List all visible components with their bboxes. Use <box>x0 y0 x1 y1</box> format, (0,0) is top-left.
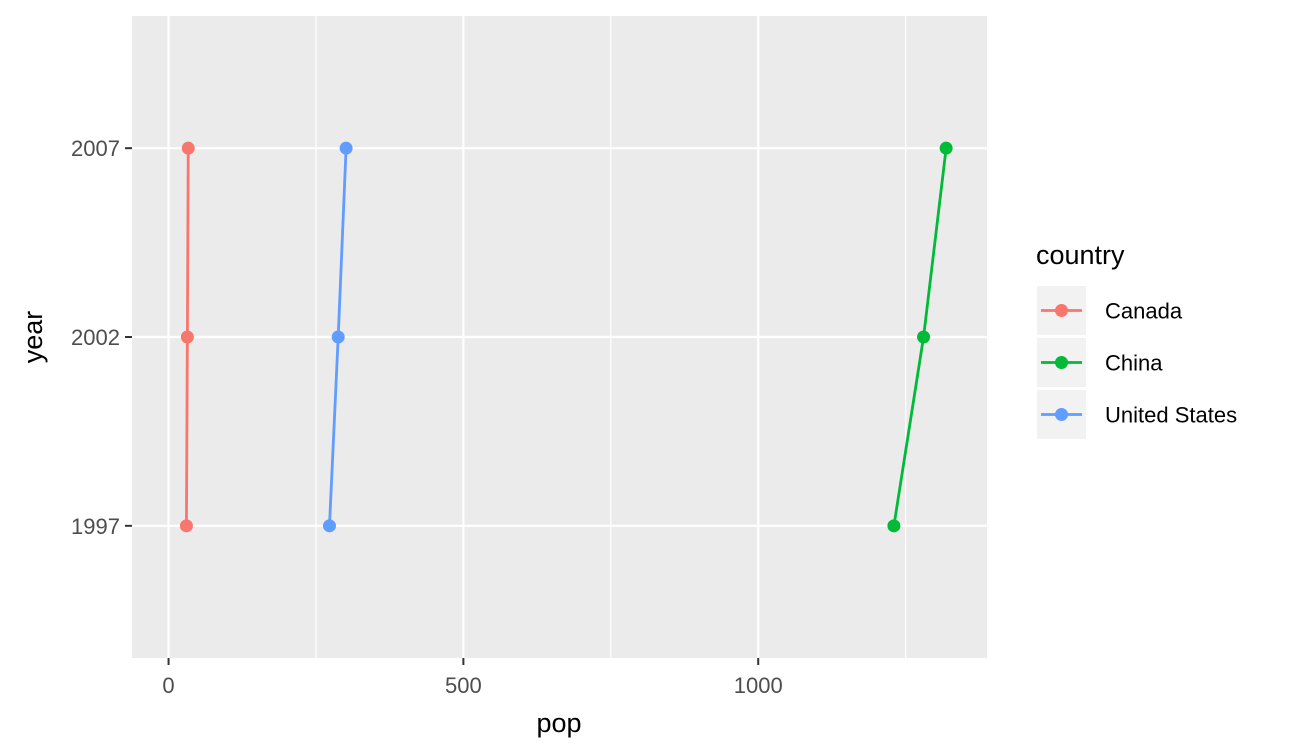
x-tick-label: 0 <box>162 673 174 698</box>
series-layer <box>179 141 953 533</box>
x-tick-label: 1000 <box>734 673 783 698</box>
data-point-china <box>939 141 953 155</box>
data-point-united-states <box>322 519 336 533</box>
axis-ticks <box>125 147 760 665</box>
data-point-canada <box>181 141 195 155</box>
y-tick-label: 2007 <box>71 136 120 161</box>
legend: country Canada China United States <box>1036 240 1237 439</box>
data-point-united-states <box>331 330 345 344</box>
legend-label-united-states: United States <box>1105 403 1237 428</box>
legend-title: country <box>1036 240 1125 270</box>
y-tick-label: 2002 <box>71 325 120 350</box>
data-point-canada <box>180 330 194 344</box>
tick-labels: 0 500 1000 1997 2002 2007 <box>71 136 783 698</box>
legend-key-point-china <box>1055 356 1068 369</box>
y-tick-label: 1997 <box>71 514 120 539</box>
legend-label-china: China <box>1105 351 1163 376</box>
data-point-china <box>887 519 901 533</box>
y-axis-title: year <box>18 311 48 364</box>
legend-key-point-united-states <box>1055 408 1068 421</box>
grid-major <box>132 16 987 658</box>
x-tick-label: 500 <box>445 673 482 698</box>
data-point-china <box>917 330 931 344</box>
legend-label-canada: Canada <box>1105 299 1183 324</box>
x-axis-title: pop <box>536 708 581 738</box>
legend-key-point-canada <box>1055 304 1068 317</box>
data-point-canada <box>179 519 193 533</box>
data-point-united-states <box>339 141 353 155</box>
